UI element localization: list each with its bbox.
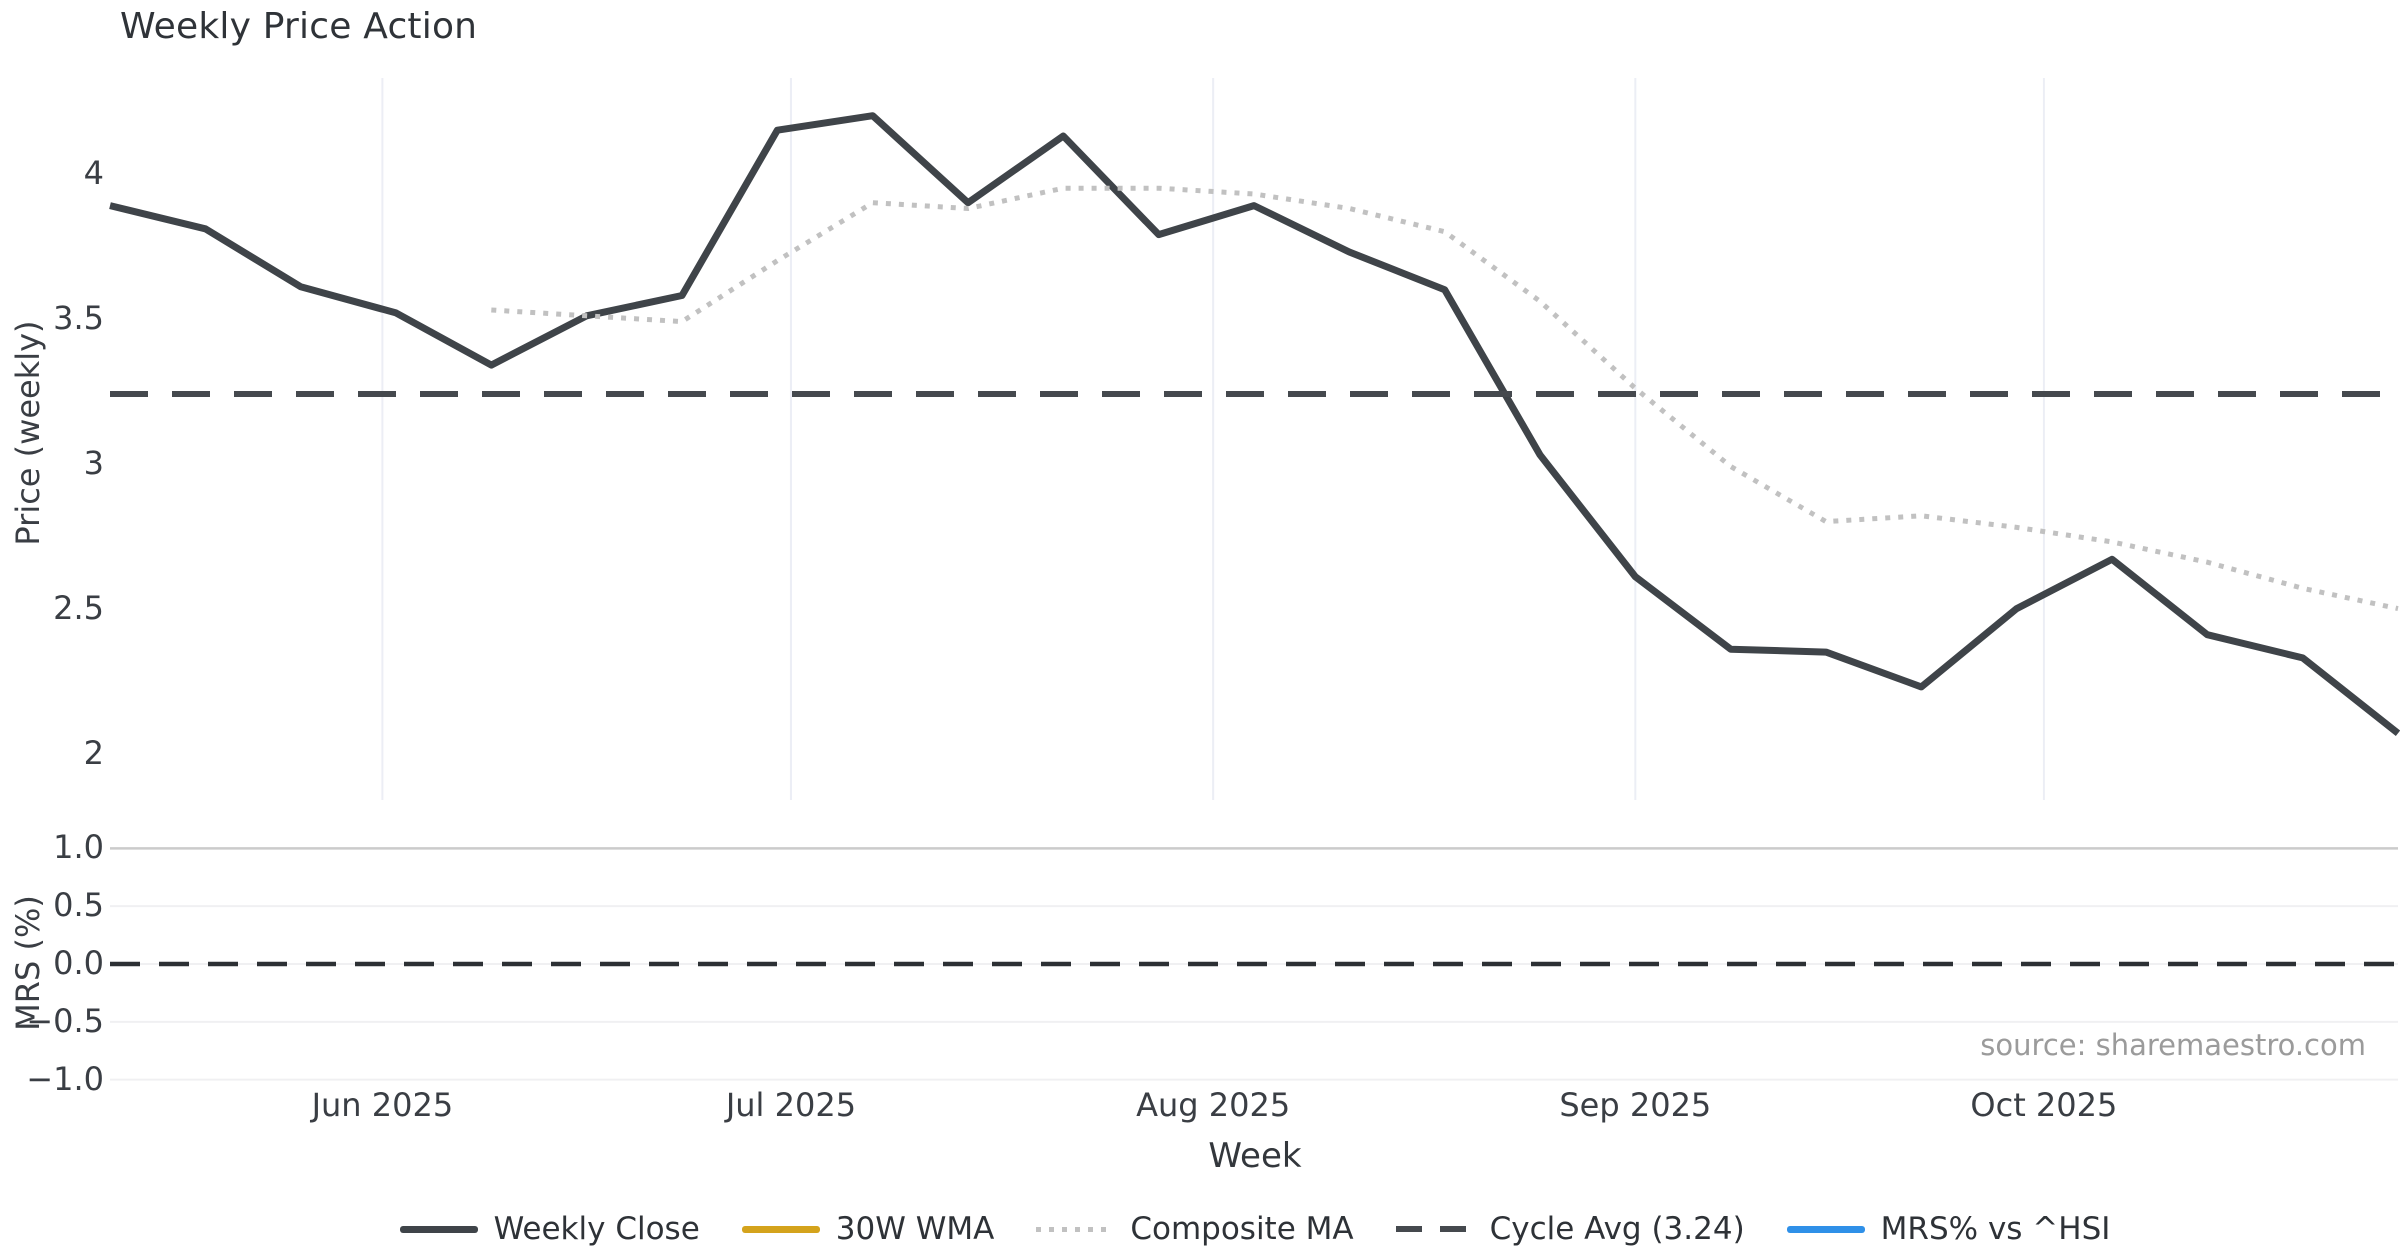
legend-label: 30W WMA [835,1211,995,1247]
mrs-y-tick-label: 1.0 [53,828,104,867]
legend: Weekly Close 30W WMA Composite MA Cycle Avg… [110,1206,2400,1252]
legend-label: Composite MA [1130,1211,1354,1247]
chart-title: Weekly Price Action [120,6,478,47]
price-y-tick-label: 3 [83,443,104,482]
legend-item: 30W WMA [741,1211,995,1247]
mrs-y-tick-label: 0.5 [53,886,104,925]
mrs-y-tick-label: −1.0 [26,1059,104,1098]
x-tick-label: Sep 2025 [1559,1086,1712,1124]
legend-item: Weekly Close [399,1211,700,1247]
legend-label: Cycle Avg (3.24) [1489,1211,1745,1247]
legend-label: Weekly Close [493,1211,700,1247]
composite-ma-line [491,185,2399,612]
price-y-tick-label: 4 [83,153,104,192]
x-tick-label: Aug 2025 [1136,1086,1291,1124]
x-axis-label: Week [1208,1136,1302,1176]
price-y-tick-label: 3.5 [53,298,104,337]
price-y-tick-label: 2.5 [53,588,104,627]
legend-swatch-solid [399,1225,478,1233]
x-tick-label: Oct 2025 [1970,1086,2118,1124]
legend-swatch-dashed [1395,1226,1474,1232]
x-tick-label: Jun 2025 [311,1086,454,1124]
legend-label: MRS% vs ^HSI [1880,1211,2111,1247]
legend-swatch-dotted [1036,1226,1115,1232]
legend-item: Composite MA [1036,1211,1354,1247]
mrs-y-tick-label: −0.5 [26,1001,104,1040]
legend-swatch-solid [741,1225,820,1233]
price-y-tick-label: 2 [83,733,104,772]
x-tick-label: Jul 2025 [725,1086,857,1124]
legend-item: Cycle Avg (3.24) [1395,1211,1745,1247]
weekly-close-line [109,112,2400,737]
legend-swatch-solid [1786,1225,1865,1233]
legend-item: MRS% vs ^HSI [1786,1211,2111,1247]
source-credit: source: sharemaestro.com [1980,1028,2366,1062]
mrs-y-tick-label: 0.0 [53,944,104,982]
price-axis-label: Price (weekly) [9,320,47,546]
